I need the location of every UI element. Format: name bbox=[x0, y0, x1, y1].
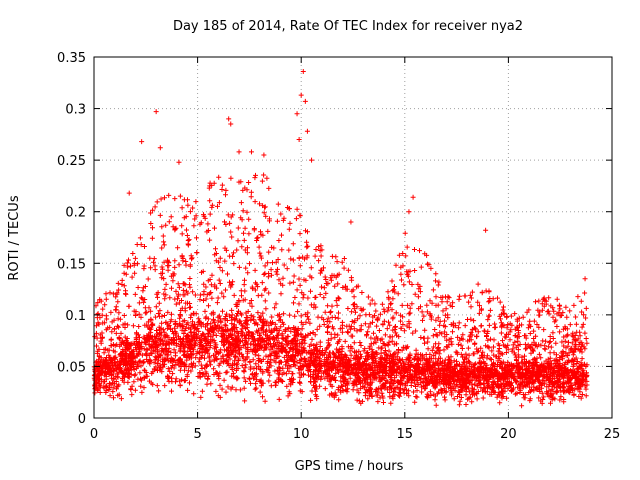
roti-outlier-point bbox=[248, 149, 254, 155]
x-tick-label: 20 bbox=[500, 427, 517, 442]
roti-outlier-point bbox=[261, 152, 267, 158]
roti-outlier-point bbox=[582, 276, 588, 282]
x-tick-label: 25 bbox=[604, 427, 621, 442]
roti-outlier-point bbox=[300, 68, 306, 74]
y-tick-label: 0.35 bbox=[57, 51, 86, 66]
roti-outlier-point bbox=[406, 209, 412, 215]
roti-outlier-point bbox=[139, 139, 145, 145]
roti-outlier-point bbox=[304, 128, 310, 134]
y-tick-label: 0.3 bbox=[65, 103, 86, 118]
x-axis-label: GPS time / hours bbox=[295, 459, 404, 474]
roti-outlier-point bbox=[236, 149, 242, 155]
roti-outlier-point bbox=[296, 137, 302, 143]
y-tick-label: 0.25 bbox=[57, 154, 86, 169]
y-tick-label: 0.05 bbox=[57, 360, 86, 375]
axis-ticks: 0 5 10 15 20 25 0 0.05 0.1 0.15 0.2 0.25 0.3 0.35 bbox=[57, 51, 620, 442]
x-tick-label: 0 bbox=[90, 427, 98, 442]
roti-outlier-point bbox=[302, 98, 308, 104]
y-tick-label: 0.2 bbox=[65, 206, 86, 221]
data-points bbox=[91, 68, 590, 409]
roti-outlier-point bbox=[176, 159, 182, 165]
roti-outlier-point bbox=[298, 92, 304, 98]
y-tick-label: 0 bbox=[78, 412, 86, 427]
x-tick-label: 15 bbox=[397, 427, 414, 442]
roti-outlier-point bbox=[483, 227, 489, 233]
roti-point-cloud bbox=[91, 172, 590, 409]
roti-outlier-point bbox=[226, 116, 232, 122]
y-axis-label: ROTI / TECUs bbox=[7, 195, 22, 280]
chart-title: Day 185 of 2014, Rate Of TEC Index for r… bbox=[173, 19, 523, 34]
roti-outlier-point bbox=[348, 219, 354, 225]
roti-outlier-point bbox=[309, 157, 315, 163]
x-tick-label: 10 bbox=[293, 427, 310, 442]
roti-outlier-point bbox=[153, 109, 159, 115]
plot-frame bbox=[93, 56, 613, 419]
roti-outlier-point bbox=[410, 194, 416, 200]
roti-outlier-point bbox=[228, 121, 234, 127]
roti-outlier-point bbox=[126, 190, 132, 196]
roti-outlier-point bbox=[157, 145, 163, 151]
y-tick-label: 0.1 bbox=[65, 309, 86, 324]
roti-outlier-point bbox=[294, 111, 300, 117]
y-tick-label: 0.15 bbox=[57, 257, 86, 272]
x-tick-label: 5 bbox=[193, 427, 201, 442]
